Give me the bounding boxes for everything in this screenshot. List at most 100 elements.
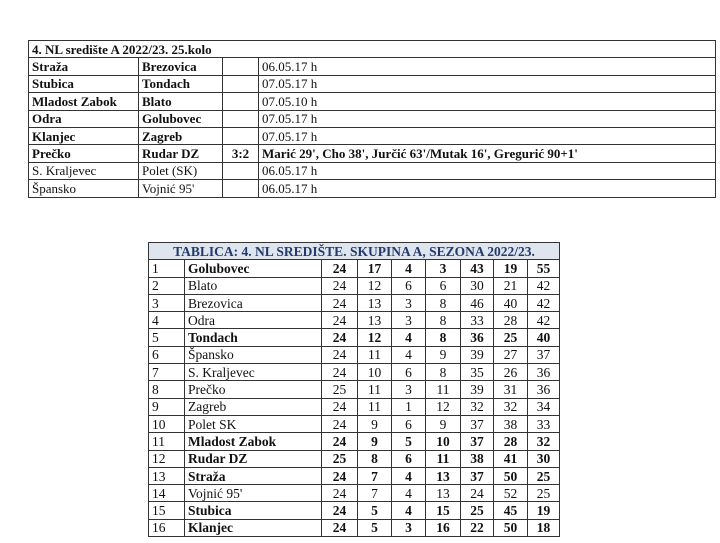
away-team: Polet (SK) [138, 161, 223, 181]
goals-for: 39 [460, 345, 494, 365]
position: 6 [148, 345, 185, 365]
draws: 4 [391, 501, 426, 520]
losses: 9 [425, 345, 461, 365]
match-info: 07.05.17 h [258, 126, 716, 146]
goals-against: 40 [493, 293, 528, 313]
position: 12 [148, 449, 185, 468]
played: 24 [321, 328, 358, 347]
results-title: 4. NL središte A 2022/23. 25.kolo [28, 39, 716, 59]
goals-for: 35 [460, 363, 494, 382]
standings-row: 12 Rudar DZ 25 8 6 11 38 41 30 [148, 449, 560, 468]
wins: 11 [357, 345, 392, 365]
wins: 13 [357, 311, 392, 330]
losses: 8 [425, 311, 461, 330]
away-team: Blato [138, 92, 223, 111]
away-team: Golubovec [138, 109, 223, 128]
points: 25 [527, 484, 560, 503]
draws: 3 [391, 293, 426, 313]
match-score [222, 161, 259, 181]
team: Špansko [184, 345, 322, 365]
goals-for: 37 [460, 414, 494, 434]
goals-for: 24 [460, 484, 494, 503]
team: Vojnić 95' [184, 484, 322, 503]
home-team: Mladost Zabok [28, 92, 139, 111]
standings-row: 1 Golubovec 24 17 4 3 43 19 55 [148, 259, 560, 278]
goals-against: 26 [493, 363, 528, 382]
goals-against: 21 [493, 276, 528, 295]
standings-row: 7 S. Kraljevec 24 10 6 8 35 26 36 [148, 363, 560, 382]
goals-against: 28 [493, 432, 528, 451]
points: 36 [527, 380, 560, 399]
goals-for: 38 [460, 449, 494, 468]
match-info: 07.05.17 h [258, 109, 716, 128]
losses: 8 [425, 328, 461, 347]
team: Rudar DZ [184, 449, 322, 468]
team: Tondach [184, 328, 322, 347]
points: 36 [527, 363, 560, 382]
match-score: 3:2 [222, 144, 259, 163]
losses: 16 [425, 518, 461, 538]
points: 37 [527, 345, 560, 365]
match-row: Klanjec Zagreb 07.05.17 h [28, 126, 716, 146]
draws: 6 [391, 414, 426, 434]
home-team: Stubica [28, 74, 139, 94]
match-row: Prečko Rudar DZ 3:2 Marić 29', Cho 38', Jur… [28, 144, 716, 163]
home-team: Špansko [28, 179, 139, 198]
goals-for: 32 [460, 397, 494, 416]
standings-row: 14 Vojnić 95' 24 7 4 13 24 52 25 [148, 484, 560, 503]
team: Prečko [184, 380, 322, 399]
losses: 12 [425, 397, 461, 416]
home-team: Straža [28, 57, 139, 76]
goals-against: 31 [493, 380, 528, 399]
points: 34 [527, 397, 560, 416]
match-row: Odra Golubovec 07.05.17 h [28, 109, 716, 128]
goals-for: 36 [460, 328, 494, 347]
team: Golubovec [184, 259, 322, 278]
draws: 6 [391, 449, 426, 468]
goals-for: 39 [460, 380, 494, 399]
draws: 4 [391, 259, 426, 278]
standings-row: 16 Klanjec 24 5 3 16 22 50 18 [148, 518, 560, 538]
position: 4 [148, 311, 185, 330]
standings-row: 15 Stubica 24 5 4 15 25 45 19 [148, 501, 560, 520]
team: Odra [184, 311, 322, 330]
home-team: Odra [28, 109, 139, 128]
standings-row: 5 Tondach 24 12 4 8 36 25 40 [148, 328, 560, 347]
wins: 7 [357, 466, 392, 486]
draws: 4 [391, 484, 426, 503]
goals-against: 45 [493, 501, 528, 520]
goals-against: 28 [493, 311, 528, 330]
draws: 5 [391, 432, 426, 451]
draws: 6 [391, 276, 426, 295]
goals-for: 37 [460, 432, 494, 451]
wins: 12 [357, 276, 392, 295]
wins: 9 [357, 432, 392, 451]
wins: 9 [357, 414, 392, 434]
away-team: Brezovica [138, 57, 223, 76]
losses: 8 [425, 363, 461, 382]
standings-row: 2 Blato 24 12 6 6 30 21 42 [148, 276, 560, 295]
points: 25 [527, 466, 560, 486]
match-info: 07.05.17 h [258, 74, 716, 94]
match-row: Stubica Tondach 07.05.17 h [28, 74, 716, 94]
position: 5 [148, 328, 185, 347]
losses: 3 [425, 259, 461, 278]
losses: 11 [425, 380, 461, 399]
points: 42 [527, 276, 560, 295]
position: 3 [148, 293, 185, 313]
goals-for: 22 [460, 518, 494, 538]
goals-against: 27 [493, 345, 528, 365]
away-team: Tondach [138, 74, 223, 94]
draws: 4 [391, 466, 426, 486]
standings-row: 9 Zagreb 24 11 1 12 32 32 34 [148, 397, 560, 416]
points: 19 [527, 501, 560, 520]
position: 7 [148, 363, 185, 382]
played: 24 [321, 397, 358, 416]
draws: 3 [391, 311, 426, 330]
team: Mladost Zabok [184, 432, 322, 451]
home-team: S. Kraljevec [28, 161, 139, 181]
team: Straža [184, 466, 322, 486]
losses: 6 [425, 276, 461, 295]
wins: 8 [357, 449, 392, 468]
losses: 13 [425, 466, 461, 486]
